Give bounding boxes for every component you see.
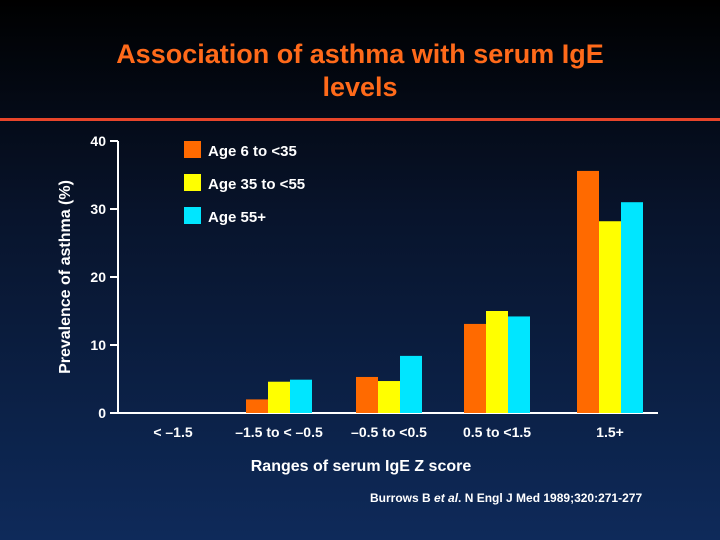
y-tick-label: 30 (90, 201, 106, 217)
title-divider (0, 118, 720, 121)
title-line-2: levels (322, 72, 398, 102)
bar (356, 376, 378, 413)
x-category-label: 0.5 to <1.5 (463, 424, 531, 440)
x-category-label: < –1.5 (153, 424, 193, 440)
legend-label: Age 6 to <35 (208, 143, 297, 160)
chart-bars (246, 170, 643, 413)
chart-legend: Age 6 to <35 Age 35 to <55 Age 55+ (184, 141, 305, 226)
legend-swatch (184, 174, 201, 191)
bar (577, 170, 599, 413)
legend-label: Age 35 to <55 (208, 176, 305, 193)
x-category-label: 1.5+ (596, 424, 624, 440)
bar (508, 316, 530, 413)
y-tick-label: 0 (98, 405, 106, 421)
x-axis-title: Ranges of serum IgE Z score (251, 458, 472, 475)
y-tick-label: 20 (90, 269, 106, 285)
title-line-1: Association of asthma with serum IgE (116, 39, 604, 69)
bar (246, 399, 268, 413)
legend-label: Age 55+ (208, 209, 266, 226)
bar (378, 381, 400, 413)
x-category-label: –1.5 to < –0.5 (235, 424, 323, 440)
bar (621, 202, 643, 413)
bar (290, 379, 312, 413)
citation-authors: Burrows B (370, 491, 435, 505)
bar (486, 311, 508, 413)
x-category-label: –0.5 to <0.5 (351, 424, 427, 440)
bar (464, 323, 486, 413)
y-axis-title: Prevalence of asthma (%) (57, 180, 74, 374)
citation-etal: et al (434, 491, 459, 505)
chart-axes: 0 10 20 30 40 Prevalence of asthma (%) Ranges … (57, 133, 658, 475)
legend-swatch (184, 207, 201, 224)
y-tick-label: 10 (90, 337, 106, 353)
y-tick-label: 40 (90, 133, 106, 149)
citation-journal: . N Engl J Med 1989;320:271-277 (458, 491, 643, 505)
bar (268, 381, 290, 413)
bar (400, 355, 422, 413)
citation: Burrows B et al. N Engl J Med 1989;320:2… (370, 491, 642, 505)
legend-swatch (184, 141, 201, 158)
bar (599, 221, 621, 413)
slide-title: Association of asthma with serum IgE lev… (0, 38, 720, 104)
